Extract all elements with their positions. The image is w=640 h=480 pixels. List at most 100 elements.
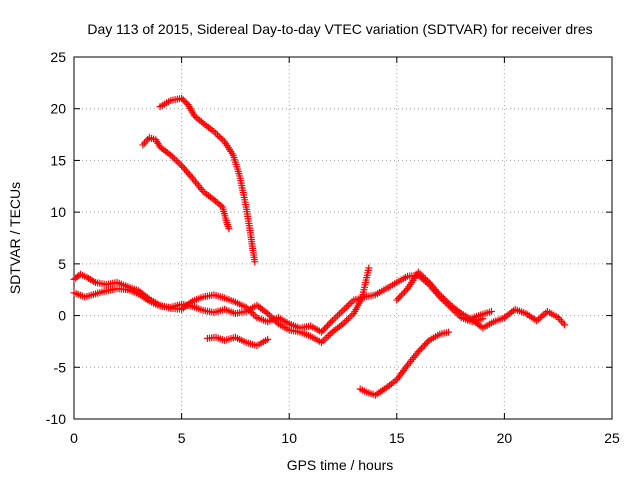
series-mid-low	[203, 333, 272, 350]
data-point	[317, 328, 325, 336]
data-point	[319, 337, 327, 345]
data-point	[341, 318, 349, 326]
data-point	[225, 225, 233, 233]
data-point	[400, 288, 408, 296]
data-point	[174, 158, 182, 166]
data-series	[70, 94, 569, 399]
series-arc-high-a	[156, 94, 259, 266]
data-point	[335, 310, 343, 318]
data-point	[323, 333, 331, 341]
series-arc-high-b	[139, 134, 233, 233]
data-point	[215, 133, 223, 141]
data-point	[328, 317, 336, 325]
data-point	[181, 97, 189, 105]
data-point	[337, 308, 345, 316]
data-point	[217, 134, 225, 142]
data-point	[217, 202, 225, 210]
data-point	[420, 341, 428, 349]
data-point	[179, 163, 187, 171]
axis-ticks: 0 5 10 15 20 25 -10 -5 0 5 10 15 20 25	[46, 49, 620, 446]
x-axis-label: GPS time / hours	[287, 457, 394, 473]
y-tick-label: -10	[46, 411, 66, 427]
data-point	[325, 320, 333, 328]
chart-title: Day 113 of 2015, Sidereal Day-to-day VTE…	[87, 21, 592, 37]
data-point	[399, 290, 407, 298]
x-tick-label: 5	[178, 430, 186, 446]
series-low-band-a	[70, 270, 487, 336]
data-point	[176, 160, 184, 168]
data-point	[422, 340, 430, 348]
data-point	[322, 323, 330, 331]
data-point	[365, 264, 373, 272]
data-point	[172, 156, 180, 164]
data-point	[251, 258, 259, 266]
data-point	[184, 169, 192, 177]
y-tick-label: 0	[58, 308, 66, 324]
data-point	[487, 307, 495, 315]
data-point	[212, 129, 220, 137]
data-point	[169, 153, 177, 161]
data-point	[343, 303, 351, 311]
data-point	[414, 348, 422, 356]
data-point	[402, 286, 410, 294]
x-tick-label: 25	[604, 430, 620, 446]
data-point	[319, 326, 327, 334]
data-point	[324, 322, 332, 330]
data-point	[90, 277, 98, 285]
plot-frame	[73, 56, 613, 420]
data-point	[346, 300, 354, 308]
data-point	[170, 155, 178, 163]
data-point	[330, 315, 338, 323]
data-point	[538, 312, 546, 320]
data-point	[178, 162, 186, 170]
x-tick-label: 20	[497, 430, 513, 446]
data-point	[339, 306, 347, 314]
data-point	[187, 172, 195, 180]
data-point	[197, 118, 205, 126]
data-point	[325, 332, 333, 340]
data-point	[557, 317, 565, 325]
data-point	[332, 313, 340, 321]
data-point	[559, 319, 567, 327]
x-tick-label: 0	[70, 430, 78, 446]
data-point	[181, 165, 189, 173]
data-point	[344, 301, 352, 309]
series-bottom-right	[356, 328, 452, 399]
series-short-right	[464, 307, 495, 324]
y-tick-label: 15	[50, 152, 66, 168]
data-point	[264, 335, 272, 343]
data-point	[140, 139, 148, 147]
y-tick-label: 25	[50, 49, 66, 65]
y-tick-label: 20	[50, 101, 66, 117]
series-low-band-b	[70, 264, 373, 346]
data-point	[444, 328, 452, 336]
data-point	[341, 305, 349, 313]
series-low-band-c	[393, 268, 569, 332]
data-point	[556, 315, 564, 323]
data-point	[393, 296, 401, 304]
data-point	[561, 321, 569, 329]
x-tick-label: 10	[281, 430, 297, 446]
data-point	[417, 345, 425, 353]
data-point	[178, 94, 186, 102]
data-point	[394, 294, 402, 302]
data-point	[397, 291, 405, 299]
data-point	[344, 315, 352, 323]
data-point	[182, 167, 190, 175]
data-point	[179, 96, 187, 104]
data-point	[343, 316, 351, 324]
y-tick-label: -5	[54, 359, 67, 375]
data-point	[416, 346, 424, 354]
gridlines	[74, 57, 612, 419]
x-tick-label: 15	[389, 430, 405, 446]
data-point	[396, 293, 404, 301]
data-point	[334, 312, 342, 320]
data-point	[534, 315, 542, 323]
data-point	[213, 131, 221, 139]
data-point	[326, 330, 334, 338]
data-point	[185, 170, 193, 178]
data-point	[424, 338, 432, 346]
data-point	[346, 313, 354, 321]
data-point	[327, 318, 335, 326]
